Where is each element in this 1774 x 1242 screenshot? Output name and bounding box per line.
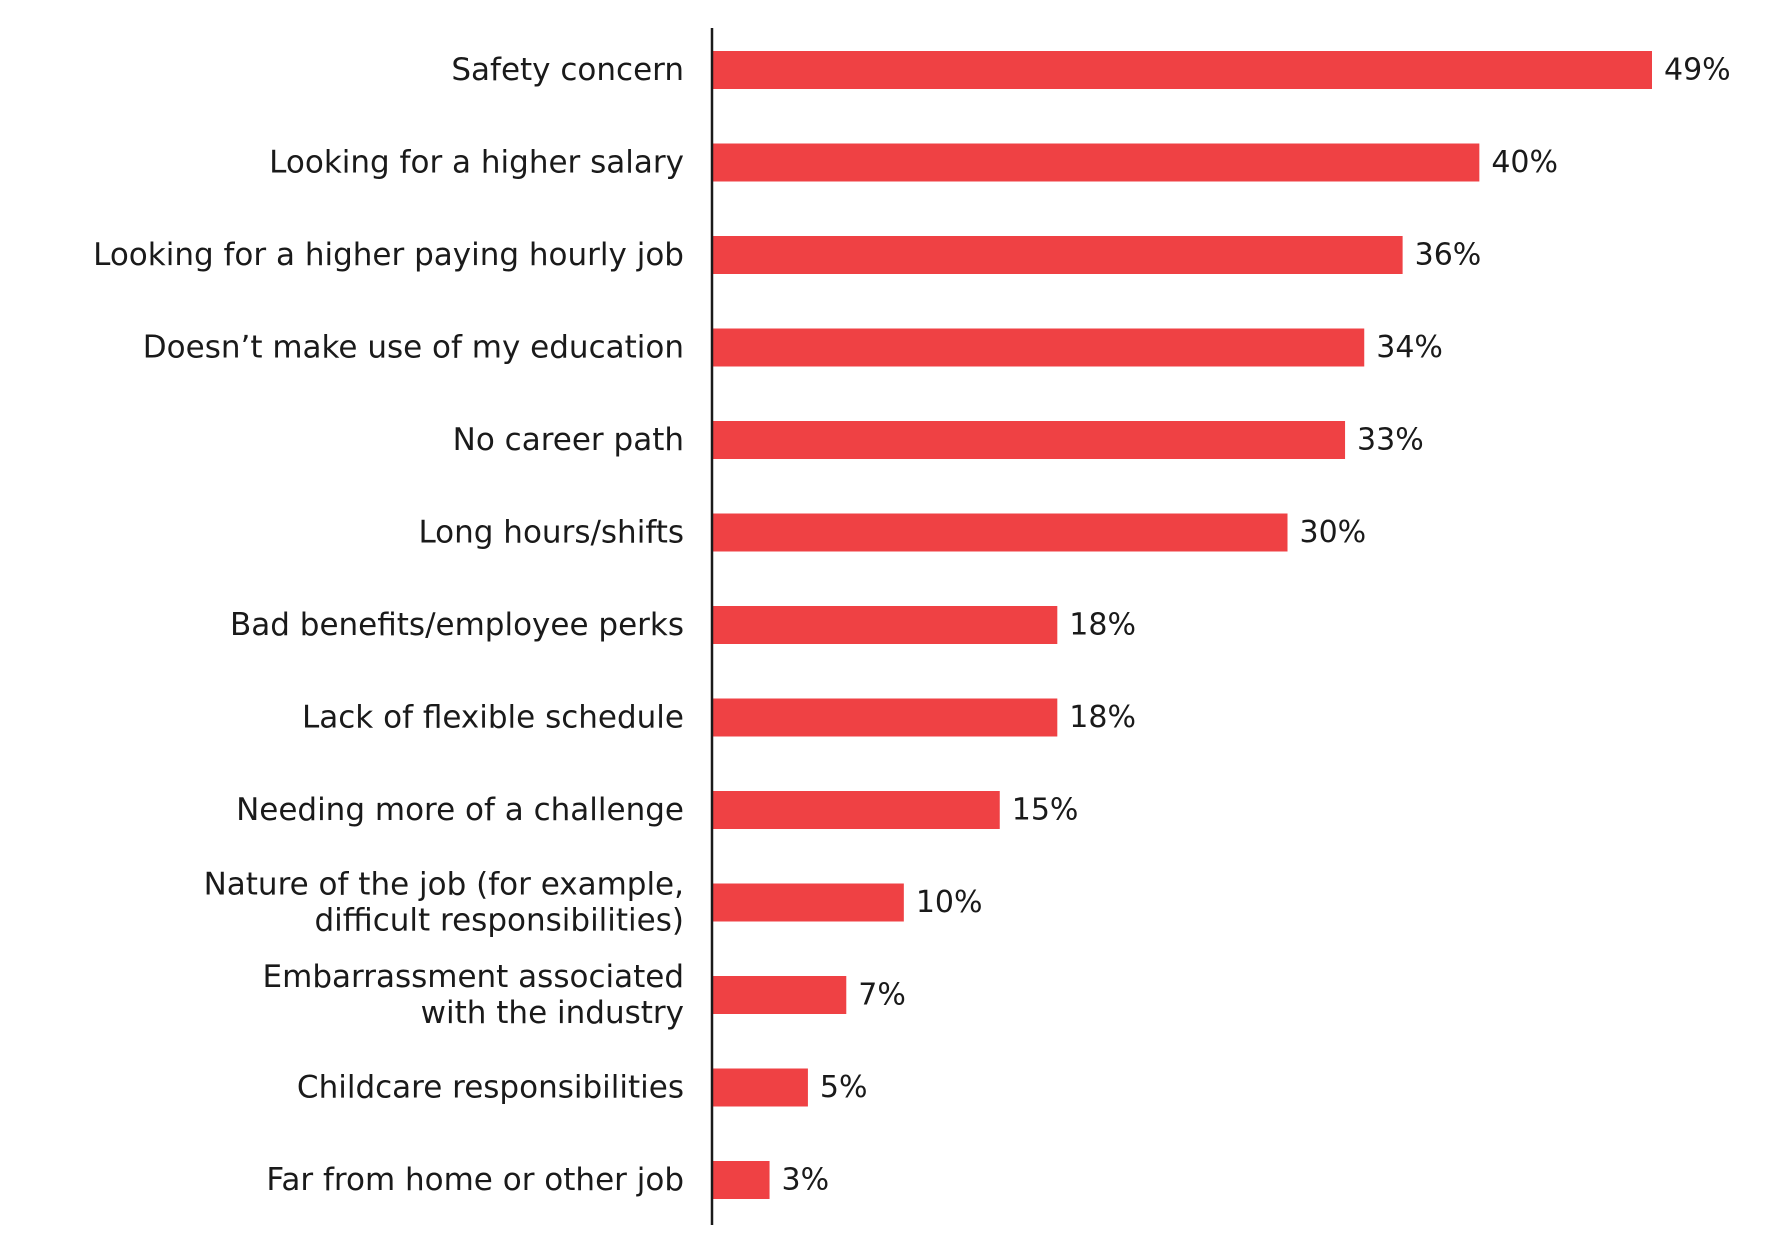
category-label-line: Long hours/shifts [418, 515, 684, 551]
category-label: Lack of flexible schedule [302, 700, 684, 736]
bar [712, 606, 1058, 644]
value-label: 33% [1357, 423, 1424, 458]
bar [712, 698, 1058, 737]
category-label-line: Looking for a higher salary [269, 145, 684, 181]
value-label: 30% [1300, 515, 1367, 550]
value-label: 7% [858, 978, 906, 1013]
value-label: 18% [1069, 700, 1136, 735]
category-label: Bad benefits/employee perks [230, 607, 684, 643]
value-label: 49% [1664, 53, 1731, 88]
value-label: 36% [1415, 238, 1482, 273]
category-label-line: with the industry [421, 995, 684, 1031]
category-label: Needing more of a challenge [236, 792, 684, 828]
bar [712, 976, 847, 1014]
category-label-line: Far from home or other job [266, 1162, 684, 1198]
value-label: 5% [820, 1070, 868, 1105]
category-label: Long hours/shifts [418, 515, 684, 551]
category-label: Safety concern [451, 52, 684, 88]
category-label: No career path [453, 422, 684, 458]
category-label-line: Childcare responsibilities [297, 1070, 684, 1106]
category-label-line: difficult responsibilities) [314, 903, 684, 939]
category-label: Doesn’t make use of my education [143, 330, 684, 366]
category-label-line: Doesn’t make use of my education [143, 330, 684, 366]
bar [712, 1068, 808, 1107]
value-label: 34% [1376, 330, 1443, 365]
value-labels-layer: 49% 40% 36% 34% 33% 30% 18% 18% 15% 10% 7% 5% 3% [782, 53, 1731, 1198]
bar [712, 421, 1346, 459]
category-label: Nature of the job (for example, difficult… [204, 867, 684, 939]
category-label-line: Bad benefits/employee perks [230, 607, 684, 643]
bar [712, 143, 1480, 182]
category-label-line: Lack of flexible schedule [302, 700, 684, 736]
category-label: Childcare responsibilities [297, 1070, 684, 1106]
value-label: 3% [782, 1163, 830, 1198]
bar [712, 883, 904, 922]
bar [712, 513, 1288, 552]
value-label: 18% [1069, 608, 1136, 643]
category-label-line: Needing more of a challenge [236, 792, 684, 828]
value-label: 10% [916, 885, 983, 920]
bar [712, 236, 1403, 274]
category-label-line: Safety concern [451, 52, 684, 88]
bar [712, 791, 1000, 829]
category-label-line: Looking for a higher paying hourly job [93, 237, 684, 273]
bar [712, 51, 1652, 89]
value-label: 40% [1491, 145, 1558, 180]
category-label-line: Embarrassment associated [263, 959, 684, 995]
bars-layer [712, 51, 1652, 1199]
bar [712, 1161, 770, 1199]
category-labels-layer: Safety concern Looking for a higher salar… [93, 52, 684, 1198]
bar [712, 328, 1365, 367]
category-label: Looking for a higher paying hourly job [93, 237, 684, 273]
category-label: Looking for a higher salary [269, 145, 684, 181]
category-label-line: Nature of the job (for example, [204, 867, 684, 903]
value-label: 15% [1012, 793, 1079, 828]
category-label: Embarrassment associated with the industr… [263, 959, 684, 1031]
category-label-line: No career path [453, 422, 684, 458]
category-label: Far from home or other job [266, 1162, 684, 1198]
